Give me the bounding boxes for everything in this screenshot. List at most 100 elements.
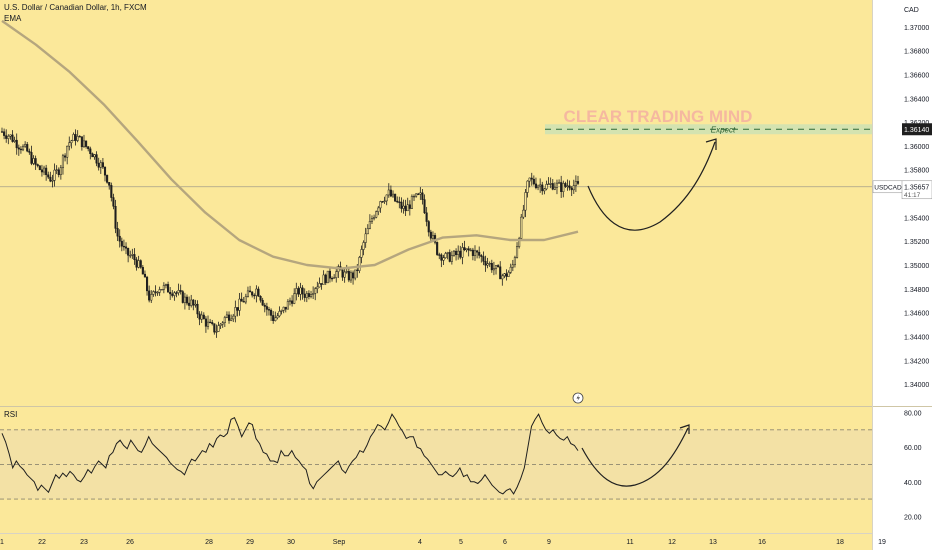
candle-body bbox=[288, 300, 292, 302]
candle-body bbox=[234, 307, 237, 317]
candle-body bbox=[72, 134, 75, 142]
time-axis-label: 1 bbox=[0, 539, 4, 546]
candle-body bbox=[45, 167, 48, 176]
candle-body bbox=[406, 204, 409, 212]
candle-body bbox=[30, 152, 33, 164]
candle-body bbox=[400, 201, 403, 209]
candle-body bbox=[558, 182, 561, 184]
candle-body bbox=[307, 293, 310, 297]
candle-body bbox=[574, 181, 577, 186]
candle-body bbox=[385, 194, 388, 202]
candle-body bbox=[38, 165, 41, 171]
candle-body bbox=[114, 206, 117, 229]
candle-body bbox=[164, 284, 168, 286]
candle-body bbox=[555, 182, 559, 188]
candle-body bbox=[118, 235, 121, 242]
lightning-icon-glyph bbox=[576, 394, 580, 402]
candle-body bbox=[227, 314, 231, 321]
candle-body bbox=[534, 183, 538, 189]
chart-title: U.S. Dollar / Canadian Dollar, 1h, FXCM bbox=[4, 3, 147, 12]
candle-body bbox=[209, 321, 212, 324]
candle-body bbox=[511, 264, 514, 268]
candle-body bbox=[152, 291, 155, 295]
candle-body bbox=[162, 285, 165, 290]
candle-body bbox=[108, 182, 111, 186]
candle-body bbox=[328, 270, 331, 279]
candle-body bbox=[461, 247, 464, 258]
candle-body bbox=[116, 228, 119, 237]
candle-body bbox=[230, 318, 233, 321]
time-axis-label: 12 bbox=[668, 539, 676, 546]
candle-body bbox=[89, 148, 92, 154]
candle-body bbox=[217, 325, 220, 332]
candle-body bbox=[28, 150, 31, 153]
candle-body bbox=[404, 205, 407, 212]
candle-body bbox=[112, 197, 115, 207]
candle-body bbox=[167, 284, 170, 293]
candle-body bbox=[520, 216, 523, 239]
candle-body bbox=[412, 195, 416, 198]
candle-body bbox=[541, 184, 544, 192]
candle-body bbox=[476, 250, 479, 253]
candle-body bbox=[446, 252, 449, 254]
candle-body bbox=[375, 211, 378, 218]
candle-body bbox=[7, 135, 10, 139]
candle-body bbox=[303, 293, 306, 298]
time-axis-label: 29 bbox=[246, 539, 254, 546]
time-axis-label: 6 bbox=[503, 539, 507, 546]
candle-body bbox=[183, 296, 186, 303]
ema-indicator-label[interactable]: EMA bbox=[4, 14, 22, 23]
candle-body bbox=[444, 253, 447, 259]
candle-body bbox=[572, 185, 575, 191]
candle-body bbox=[171, 293, 174, 296]
rsi-projection-arrow-head bbox=[679, 424, 690, 434]
candlestick-series bbox=[0, 127, 580, 338]
candle-body bbox=[364, 233, 367, 243]
candle-body bbox=[402, 205, 405, 209]
candle-body bbox=[106, 174, 109, 183]
time-axis-label: Sep bbox=[333, 539, 346, 546]
candle-body bbox=[488, 263, 491, 265]
candle-body bbox=[219, 323, 222, 326]
candle-body bbox=[450, 255, 453, 262]
candle-body bbox=[169, 292, 172, 295]
candle-body bbox=[61, 155, 65, 169]
price-axis-label: 1.34800 bbox=[904, 287, 929, 294]
candle-body bbox=[509, 266, 512, 273]
rsi-axis-label: 80.00 bbox=[904, 410, 922, 417]
candle-body bbox=[57, 169, 60, 176]
candle-body bbox=[146, 276, 149, 292]
candle-body bbox=[70, 140, 73, 144]
candle-body bbox=[515, 246, 519, 258]
candle-body bbox=[501, 275, 504, 280]
candle-body bbox=[530, 177, 533, 180]
candle-body bbox=[206, 321, 210, 327]
candle-body bbox=[330, 277, 334, 280]
candle-body bbox=[284, 306, 287, 310]
candle-body bbox=[51, 180, 54, 182]
candle-body bbox=[32, 158, 35, 164]
candle-body bbox=[499, 266, 502, 280]
candle-body bbox=[522, 209, 525, 218]
ema-line bbox=[1, 19, 579, 270]
candle-body bbox=[64, 155, 67, 158]
rsi-indicator-label[interactable]: RSI bbox=[4, 410, 18, 419]
candle-body bbox=[345, 271, 348, 273]
candle-body bbox=[78, 136, 81, 138]
candle-body bbox=[181, 291, 184, 303]
projection-arrow-head bbox=[705, 138, 717, 150]
candle-body bbox=[211, 322, 214, 324]
candle-body bbox=[68, 142, 71, 147]
candle-body bbox=[261, 299, 264, 306]
candle-body bbox=[175, 292, 178, 294]
candle-body bbox=[295, 288, 298, 294]
candle-body bbox=[276, 315, 279, 319]
candle-body bbox=[196, 303, 199, 315]
candle-body bbox=[360, 249, 363, 258]
projection-arrow bbox=[587, 141, 716, 231]
candle-body bbox=[362, 242, 365, 250]
candle-body bbox=[124, 246, 128, 249]
candle-body bbox=[482, 256, 485, 262]
candle-body bbox=[9, 134, 12, 137]
current-price-tag bbox=[901, 180, 932, 200]
